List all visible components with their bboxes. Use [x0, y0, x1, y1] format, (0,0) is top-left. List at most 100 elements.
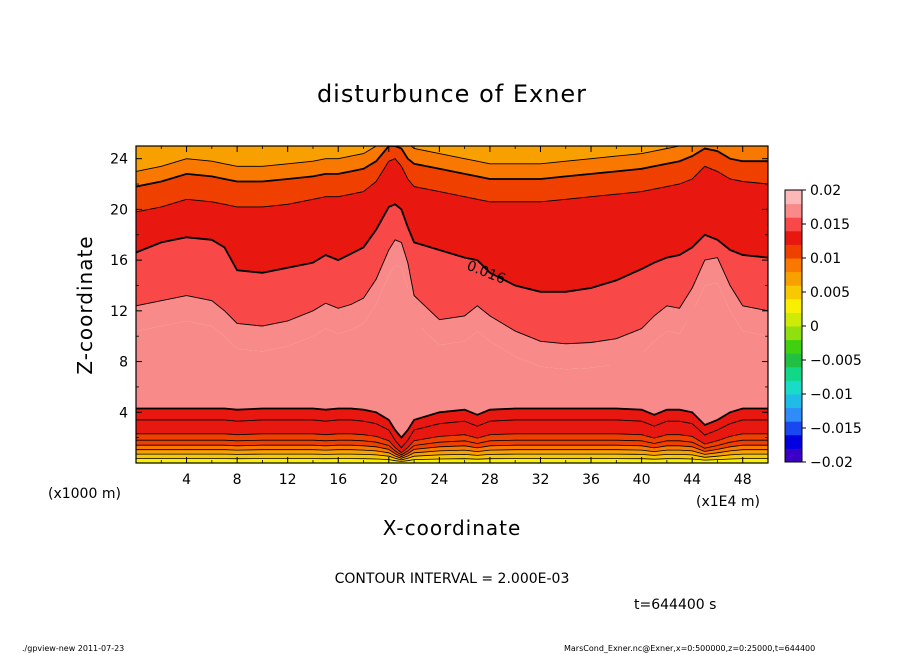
x-tick-label: 44 [683, 472, 701, 488]
colorbar-swatch [785, 394, 802, 409]
pocket-fill-3 [386, 290, 417, 418]
colorbar-label: −0.02 [810, 455, 853, 471]
x-axis: 4 8 12 16 20 24 28 32 36 40 44 48 [160, 146, 752, 488]
x-tick-label: 24 [430, 472, 448, 488]
contour-low-5 [136, 439, 768, 456]
y-axis: 4 8 12 16 20 24 [110, 152, 768, 439]
colorbar-swatch [785, 203, 802, 218]
contour-0.014-low [136, 419, 768, 449]
colorbar-swatch [785, 285, 802, 300]
colorbar-swatch [785, 353, 802, 368]
z-unit-label: (x1000 m) [48, 486, 121, 502]
colorbar-swatch [785, 380, 802, 395]
colorbar-swatch [785, 339, 802, 354]
colorbar-swatch [785, 190, 802, 205]
y-tick-label: 4 [119, 405, 128, 421]
band-low-6 [136, 419, 768, 453]
footer-right: MarsCond_Exner.nc@Exner,x=0:500000,z=0:2… [564, 644, 815, 653]
x-tick-label: 16 [329, 472, 347, 488]
contour-0.016-low [136, 407, 768, 440]
pocket-halo-8 [734, 361, 768, 398]
pocket-halo-0 [153, 340, 246, 393]
colorbar-swatch [785, 448, 802, 463]
plot-frame [135, 145, 769, 464]
y-tick-label: 12 [110, 304, 128, 320]
chart-title: disturbunce of Exner [317, 80, 587, 108]
colorbar-swatch [785, 407, 802, 422]
x-tick-label: 28 [481, 472, 499, 488]
pocket-halo-7 [681, 300, 734, 413]
y-tick-label: 8 [119, 355, 128, 371]
band-0.018a [136, 239, 768, 370]
pocket-halo-3 [380, 285, 423, 423]
y-tick-label: 20 [110, 202, 128, 218]
contour-0.014-upper [136, 158, 768, 213]
x-tick-label: 40 [633, 472, 651, 488]
pocket-fill-5 [470, 348, 489, 395]
footer-left: ./gpview-new 2011-07-23 [22, 644, 124, 653]
y-tick-label: 16 [110, 253, 128, 269]
band-0.014-low [136, 408, 768, 448]
contour-0.014 [136, 239, 768, 345]
colorbar-swatch [785, 271, 802, 286]
x-tick-label: 36 [582, 472, 600, 488]
time-text: t=644400 s [634, 597, 716, 613]
pocket-fill-4 [424, 361, 455, 392]
pocket-fill-1 [258, 369, 282, 385]
pocket-fill-6 [611, 356, 698, 392]
pocket-fill-8 [740, 366, 768, 392]
colorbar-swatch [785, 434, 802, 449]
band-low-1 [136, 454, 768, 462]
band-low-0 [136, 458, 768, 463]
band-0.008 [136, 146, 768, 172]
plot-area [136, 146, 768, 463]
pocket-halo-4 [418, 356, 461, 398]
pocket-fill-2 [302, 353, 354, 390]
pocket-fill-7 [687, 305, 728, 408]
band-low-3 [136, 445, 768, 459]
pocket-halo-1 [253, 363, 287, 390]
contour-interval-text: CONTOUR INTERVAL = 2.000E-03 [335, 571, 570, 587]
x-tick-label: 8 [233, 472, 242, 488]
contour-0.016 [136, 203, 768, 293]
colorbar-swatch [785, 298, 802, 313]
colorbar-swatch [785, 366, 802, 381]
band-low-2 [136, 449, 768, 460]
colorbar-swatch [785, 312, 802, 327]
band-0.010 [136, 146, 768, 187]
x-unit-label: (x1E4 m) [696, 494, 760, 510]
contour-low-2 [136, 453, 768, 461]
pocket-halo-2 [297, 348, 359, 395]
colorbar-label: −0.01 [810, 387, 853, 403]
colorbar: 0.02 0.015 0.01 0.005 0 −0.005 −0.01 −0.015 −0.0… [784, 183, 862, 471]
band-0.012 [136, 146, 768, 212]
contour-low-3 [136, 449, 768, 459]
x-tick-label: 12 [279, 472, 297, 488]
colorbar-label: −0.015 [810, 421, 862, 437]
colorbar-swatch [785, 230, 802, 245]
band-low-5 [136, 433, 768, 455]
y-tick-label: 24 [110, 152, 128, 168]
colorbar-label: 0.01 [810, 251, 841, 267]
colorbar-label: −0.005 [810, 353, 862, 369]
colorbar-label: 0.02 [810, 183, 841, 199]
x-axis-label: X-coordinate [383, 516, 522, 540]
colorbar-swatch [785, 217, 802, 232]
contour-low-6 [136, 433, 768, 454]
band-0.016 [136, 204, 768, 344]
y-axis-label: Z-coordinate [73, 235, 97, 374]
band-low-4 [136, 440, 768, 457]
colorbar-swatch [785, 244, 802, 259]
pocket-halo-5 [465, 343, 495, 401]
colorbar-label: 0.015 [810, 217, 850, 233]
colorbar-swatch [785, 421, 802, 436]
x-tick-label: 20 [380, 472, 398, 488]
colorbar-label: 0.005 [810, 285, 850, 301]
colorbar-swatch [785, 326, 802, 341]
x-tick-label: 48 [734, 472, 752, 488]
band-0.014 [136, 158, 768, 292]
contour-0.012 [136, 146, 768, 188]
x-tick-label: 4 [182, 472, 191, 488]
pocket-fill-0 [158, 346, 240, 387]
